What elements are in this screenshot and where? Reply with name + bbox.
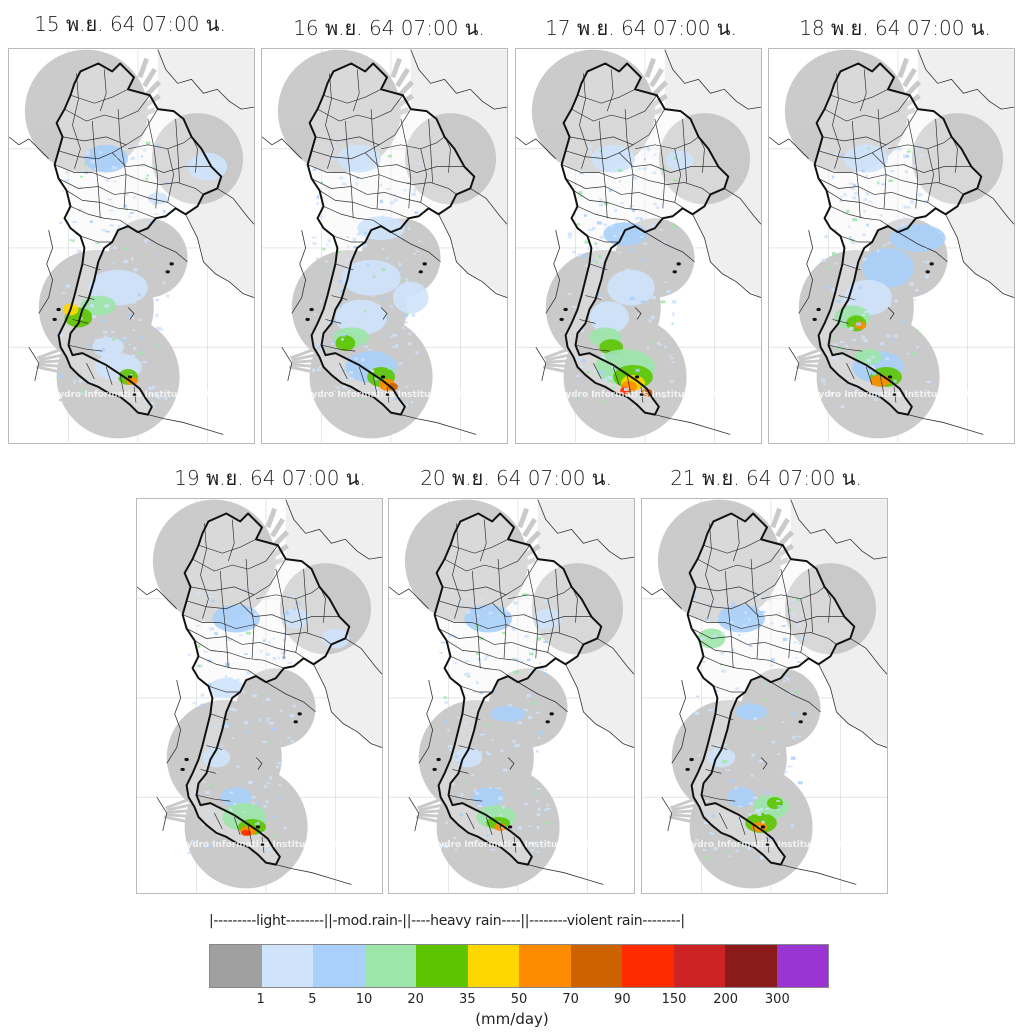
neighbor-country-shade	[790, 499, 887, 748]
legend-swatch-4	[364, 945, 416, 987]
rainfall-map-panel-2: Hydro Informatics Institute (HII)	[261, 48, 508, 444]
rainfall-map-svg: Hydro Informatics Institute (HII)	[642, 499, 887, 893]
legend-swatch-3	[313, 945, 365, 987]
legend-tick-200: 200	[713, 992, 739, 1007]
rainfall-map-panel-6: Hydro Informatics Institute (HII)	[388, 498, 635, 894]
watermark-text: Hydro Informatics Institute (HII)	[179, 840, 341, 850]
islands	[685, 712, 807, 847]
watermark-text: Hydro Informatics Institute (HII)	[558, 390, 720, 400]
panel-date-label-6: 20 พ.ย. 64 07:00 น.	[420, 466, 612, 490]
rainfall-overlay	[821, 142, 946, 409]
rainfall-map-panel-4: Hydro Informatics Institute (HII)	[768, 48, 1015, 444]
watermark-text: Hydro Informatics Institute (HII)	[304, 390, 466, 400]
neighbor-country-shade	[285, 499, 382, 748]
legend-swatch-8	[570, 945, 622, 987]
rainfall-map-svg: Hydro Informatics Institute (HII)	[9, 49, 254, 443]
rainfall-overlay	[567, 141, 694, 409]
legend-swatch-9	[622, 945, 674, 987]
province-boundaries	[307, 69, 465, 403]
panel-date-label-1: 15 พ.ย. 64 07:00 น.	[34, 12, 226, 36]
panel-date-label-3: 17 พ.ย. 64 07:00 น.	[545, 16, 737, 40]
country-land	[434, 513, 602, 865]
islands	[559, 262, 681, 397]
panel-date-label-5: 19 พ.ย. 64 07:00 น.	[174, 466, 366, 490]
legend-swatch-2	[261, 945, 313, 987]
islands	[812, 262, 934, 397]
legend-tick-300: 300	[764, 992, 790, 1007]
country-boundary	[560, 62, 730, 416]
legend-tick-50: 50	[510, 992, 528, 1007]
islands	[180, 712, 302, 847]
rainfall-map-svg: Hydro Informatics Institute (HII)	[389, 499, 634, 893]
neighbor-country-shade	[410, 49, 507, 298]
radar-coverage	[152, 499, 372, 889]
legend-swatch-7	[519, 945, 571, 987]
country-boundary	[181, 512, 351, 866]
country-boundary	[53, 62, 223, 416]
province-boundaries	[561, 69, 719, 403]
legend-swatch-11	[725, 945, 777, 987]
country-boundary	[813, 62, 983, 416]
neighbor-country-shade	[917, 49, 1014, 298]
legend-tick-20: 20	[407, 992, 424, 1007]
rainfall-overlay	[58, 141, 228, 408]
legend-tick-1: 1	[256, 992, 265, 1007]
watermark-text: Hydro Informatics Institute (HII)	[431, 840, 593, 850]
rainfall-map-svg: Hydro Informatics Institute (HII)	[516, 49, 761, 443]
province-boundaries	[54, 69, 212, 403]
country-land	[182, 513, 350, 865]
islands	[305, 262, 427, 397]
rainfall-map-svg: Hydro Informatics Institute (HII)	[769, 49, 1014, 443]
legend-tick-5: 5	[308, 992, 317, 1007]
country-boundary	[306, 62, 476, 416]
neighbor-boundaries	[642, 499, 887, 885]
legend-tick-90: 90	[614, 992, 631, 1007]
legend-unit-label: (mm/day)	[475, 1010, 549, 1028]
islands	[432, 712, 554, 847]
neighbor-boundaries	[137, 499, 382, 885]
neighbor-country-shade	[664, 49, 761, 298]
rainfall-overlay	[311, 139, 429, 407]
legend-tick-150: 150	[661, 992, 687, 1007]
province-boundaries	[182, 519, 340, 853]
neighbor-boundaries	[9, 49, 254, 435]
panel-date-label-7: 21 พ.ย. 64 07:00 น.	[670, 466, 862, 490]
legend-swatch-6	[467, 945, 519, 987]
watermark-text: Hydro Informatics Institute (HII)	[51, 390, 213, 400]
legend-tick-35: 35	[459, 992, 476, 1007]
panel-date-label-2: 16 พ.ย. 64 07:00 น.	[293, 16, 485, 40]
rainfall-map-panel-3: Hydro Informatics Institute (HII)	[515, 48, 762, 444]
legend-category-header: |---------light--------||-mod.rain-||---…	[209, 913, 685, 929]
rainfall-map-svg: Hydro Informatics Institute (HII)	[262, 49, 507, 443]
legend-tick-70: 70	[562, 992, 579, 1007]
rainfall-map-svg: Hydro Informatics Institute (HII)	[137, 499, 382, 893]
rainfall-overlay	[187, 589, 350, 855]
province-boundaries	[814, 69, 972, 403]
rainfall-map-panel-5: Hydro Informatics Institute (HII)	[136, 498, 383, 894]
country-land	[687, 513, 855, 865]
legend-tick-10: 10	[355, 992, 373, 1007]
country-boundary	[433, 512, 603, 866]
legend-swatch-1	[210, 945, 262, 987]
country-boundary	[686, 512, 856, 866]
islands	[52, 262, 174, 397]
legend-color-bar	[209, 944, 829, 988]
neighbor-country-shade	[157, 49, 254, 298]
neighbor-boundaries	[389, 499, 634, 885]
neighbor-boundaries	[516, 49, 761, 435]
neighbor-country-shade	[537, 499, 634, 748]
legend-swatch-10	[673, 945, 725, 987]
watermark-text: Hydro Informatics Institute (HII)	[684, 840, 846, 850]
neighbor-boundaries	[262, 49, 507, 435]
legend-swatch-5	[416, 945, 468, 987]
neighbor-boundaries	[769, 49, 1014, 435]
rainfall-map-panel-7: Hydro Informatics Institute (HII)	[641, 498, 888, 894]
legend-swatch-12	[776, 945, 828, 987]
rainfall-map-panel-1: Hydro Informatics Institute (HII)	[8, 48, 255, 444]
watermark-text: Hydro Informatics Institute (HII)	[811, 390, 973, 400]
panel-date-label-4: 18 พ.ย. 64 07:00 น.	[799, 16, 991, 40]
